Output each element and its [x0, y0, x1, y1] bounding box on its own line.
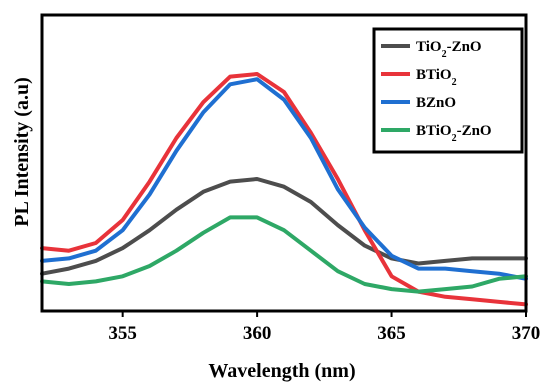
y-axis-title: PL Intensity (a.u): [11, 77, 33, 226]
series-line-2: [40, 77, 528, 281]
legend-label-1: BTiO2: [416, 67, 457, 88]
legend-label-3: BTiO2-ZnO: [416, 123, 492, 144]
plot-area: [40, 13, 528, 313]
series-line-3: [40, 215, 528, 294]
legend-label-0: TiO2-ZnO: [416, 39, 482, 60]
x-tick-label: 360: [243, 323, 272, 344]
x-axis-ticks: 355 360 365 370: [108, 311, 540, 344]
series-line-1: [40, 72, 528, 307]
legend: TiO2-ZnO BTiO2 BZnO BTiO2-ZnO: [372, 27, 524, 154]
x-tick-label: 355: [108, 323, 137, 344]
plot-frame: [40, 13, 528, 313]
x-axis-title: Wavelength (nm): [208, 360, 355, 382]
x-tick-label: 365: [377, 323, 406, 344]
x-tick-label: 370: [512, 323, 541, 344]
legend-label-2: BZnO: [416, 95, 456, 111]
series-line-0: [40, 177, 528, 276]
